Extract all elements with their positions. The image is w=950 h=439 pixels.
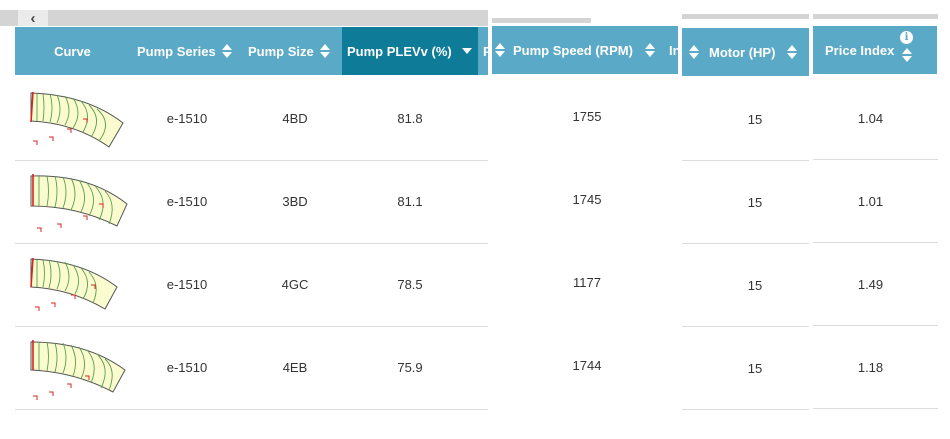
sort-arrows-icon[interactable]	[787, 45, 798, 59]
motor-cell: 15	[747, 361, 763, 376]
column-header-price-index[interactable]: Price Index	[825, 26, 935, 74]
pump-speed-cell: 1745	[572, 192, 602, 207]
pump-curve-thumbnail[interactable]	[17, 330, 129, 406]
sort-arrows-icon[interactable]	[221, 44, 232, 58]
sort-arrows-icon[interactable]	[902, 48, 913, 62]
sort-arrows-icon[interactable]	[644, 43, 655, 57]
table-row[interactable]: 15	[682, 243, 809, 327]
column-header-pump-plev[interactable]: Pump PLEVv (%)	[342, 27, 478, 75]
sort-arrows-icon[interactable]	[495, 43, 505, 57]
price-index-pane: Price Index i 1.04 1.01 1.49 1.18	[813, 0, 938, 439]
column-header-clipped[interactable]: In	[669, 26, 678, 74]
horizontal-scrollbar[interactable]	[682, 14, 809, 19]
pump-curve-thumbnail[interactable]	[17, 247, 129, 323]
price-index-cell: 1.49	[857, 277, 884, 292]
column-header-clipped[interactable]: P	[483, 27, 488, 75]
column-header-pump-speed[interactable]: Pump Speed (RPM)	[492, 26, 666, 74]
table-row[interactable]: 1744	[492, 324, 678, 407]
table-row[interactable]: 15	[682, 326, 809, 410]
table-body: e-1510 4BD 81.8 e-1510 3BD 81.1	[15, 77, 488, 417]
column-label: Price Index	[825, 42, 895, 58]
sort-arrows-icon[interactable]	[689, 45, 699, 59]
motor-cell: 15	[747, 195, 763, 210]
table-row[interactable]: e-1510 3BD 81.1	[15, 160, 488, 244]
table-row[interactable]: 1.04	[813, 76, 938, 160]
table-body: 1.04 1.01 1.49 1.18	[813, 76, 938, 416]
table-row[interactable]: 1755	[492, 75, 678, 158]
table-row[interactable]: 1.49	[813, 242, 938, 326]
pump-size-cell: 4EB	[282, 360, 308, 375]
pump-plev-cell: 78.5	[397, 277, 423, 292]
column-label: P	[483, 43, 488, 59]
info-icon[interactable]: i	[900, 31, 913, 44]
table-header: Pump Speed (RPM) In	[492, 26, 678, 74]
price-index-cell: 1.18	[857, 360, 884, 375]
pump-size-cell: 4GC	[281, 277, 309, 292]
sort-arrows-icon[interactable]	[319, 44, 330, 58]
column-label: Motor (HP)	[709, 44, 776, 60]
table-row[interactable]: 1745	[492, 158, 678, 241]
table-row[interactable]: 1177	[492, 241, 678, 324]
pump-curve-thumbnail[interactable]	[17, 81, 129, 157]
main-table-pane: ‹ Curve Pump Series Pump Size Pump PLEVv…	[0, 9, 488, 417]
table-header: Motor (HP)	[682, 28, 809, 76]
table-row[interactable]: e-1510 4BD 81.8	[15, 77, 488, 161]
column-label: Pump Speed (RPM)	[513, 42, 633, 58]
column-label: In	[669, 42, 678, 58]
motor-cell: 15	[747, 112, 763, 127]
column-header-curve: Curve	[15, 27, 130, 75]
column-header-motor[interactable]: Motor (HP)	[682, 28, 809, 76]
pump-size-cell: 4BD	[282, 111, 308, 126]
pump-series-cell: e-1510	[166, 360, 208, 375]
pump-size-cell: 3BD	[282, 194, 308, 209]
column-header-pump-size[interactable]: Pump Size	[248, 27, 348, 75]
horizontal-scrollbar[interactable]	[492, 18, 591, 23]
motor-pane: Motor (HP) 15 15 15 15	[682, 0, 809, 439]
table-header: Curve Pump Series Pump Size Pump PLEVv (…	[15, 27, 488, 75]
table-row[interactable]: e-1510 4EB 75.9	[15, 326, 488, 410]
sort-descending-icon[interactable]	[461, 48, 472, 54]
pump-plev-cell: 81.8	[397, 111, 423, 126]
column-label: Curve	[54, 43, 91, 59]
column-label: Pump Series	[137, 43, 216, 59]
motor-cell: 15	[747, 278, 763, 293]
price-index-cell: 1.04	[857, 111, 884, 126]
table-row[interactable]: 15	[682, 160, 809, 244]
table-row[interactable]: 1.01	[813, 159, 938, 243]
pump-speed-cell: 1755	[572, 109, 602, 124]
pump-series-cell: e-1510	[166, 194, 208, 209]
pump-series-cell: e-1510	[166, 111, 208, 126]
pump-curve-thumbnail[interactable]	[17, 164, 129, 240]
table-body: 15 15 15 15	[682, 77, 809, 417]
column-label: Pump Size	[248, 43, 314, 59]
table-header: Price Index i	[813, 26, 937, 74]
table-row[interactable]: 15	[682, 77, 809, 161]
table-row[interactable]: e-1510 4GC 78.5	[15, 243, 488, 327]
pump-plev-cell: 81.1	[397, 194, 423, 209]
horizontal-scrollbar[interactable]	[813, 14, 938, 19]
pump-series-cell: e-1510	[166, 277, 208, 292]
column-header-pump-series[interactable]: Pump Series	[137, 27, 249, 75]
table-row[interactable]: 1.18	[813, 325, 938, 409]
column-label: Pump PLEVv (%)	[347, 43, 452, 59]
chevron-left-icon[interactable]: ‹	[18, 10, 48, 27]
pump-speed-cell: 1177	[573, 275, 601, 290]
pump-plev-cell: 75.9	[397, 360, 423, 375]
price-index-cell: 1.01	[857, 194, 884, 209]
horizontal-scrollbar[interactable]	[0, 10, 488, 26]
pump-speed-cell: 1744	[572, 358, 602, 373]
pump-speed-pane: Pump Speed (RPM) In 1755 1745 1177 1744	[492, 0, 678, 439]
table-body: 1755 1745 1177 1744	[492, 75, 678, 415]
